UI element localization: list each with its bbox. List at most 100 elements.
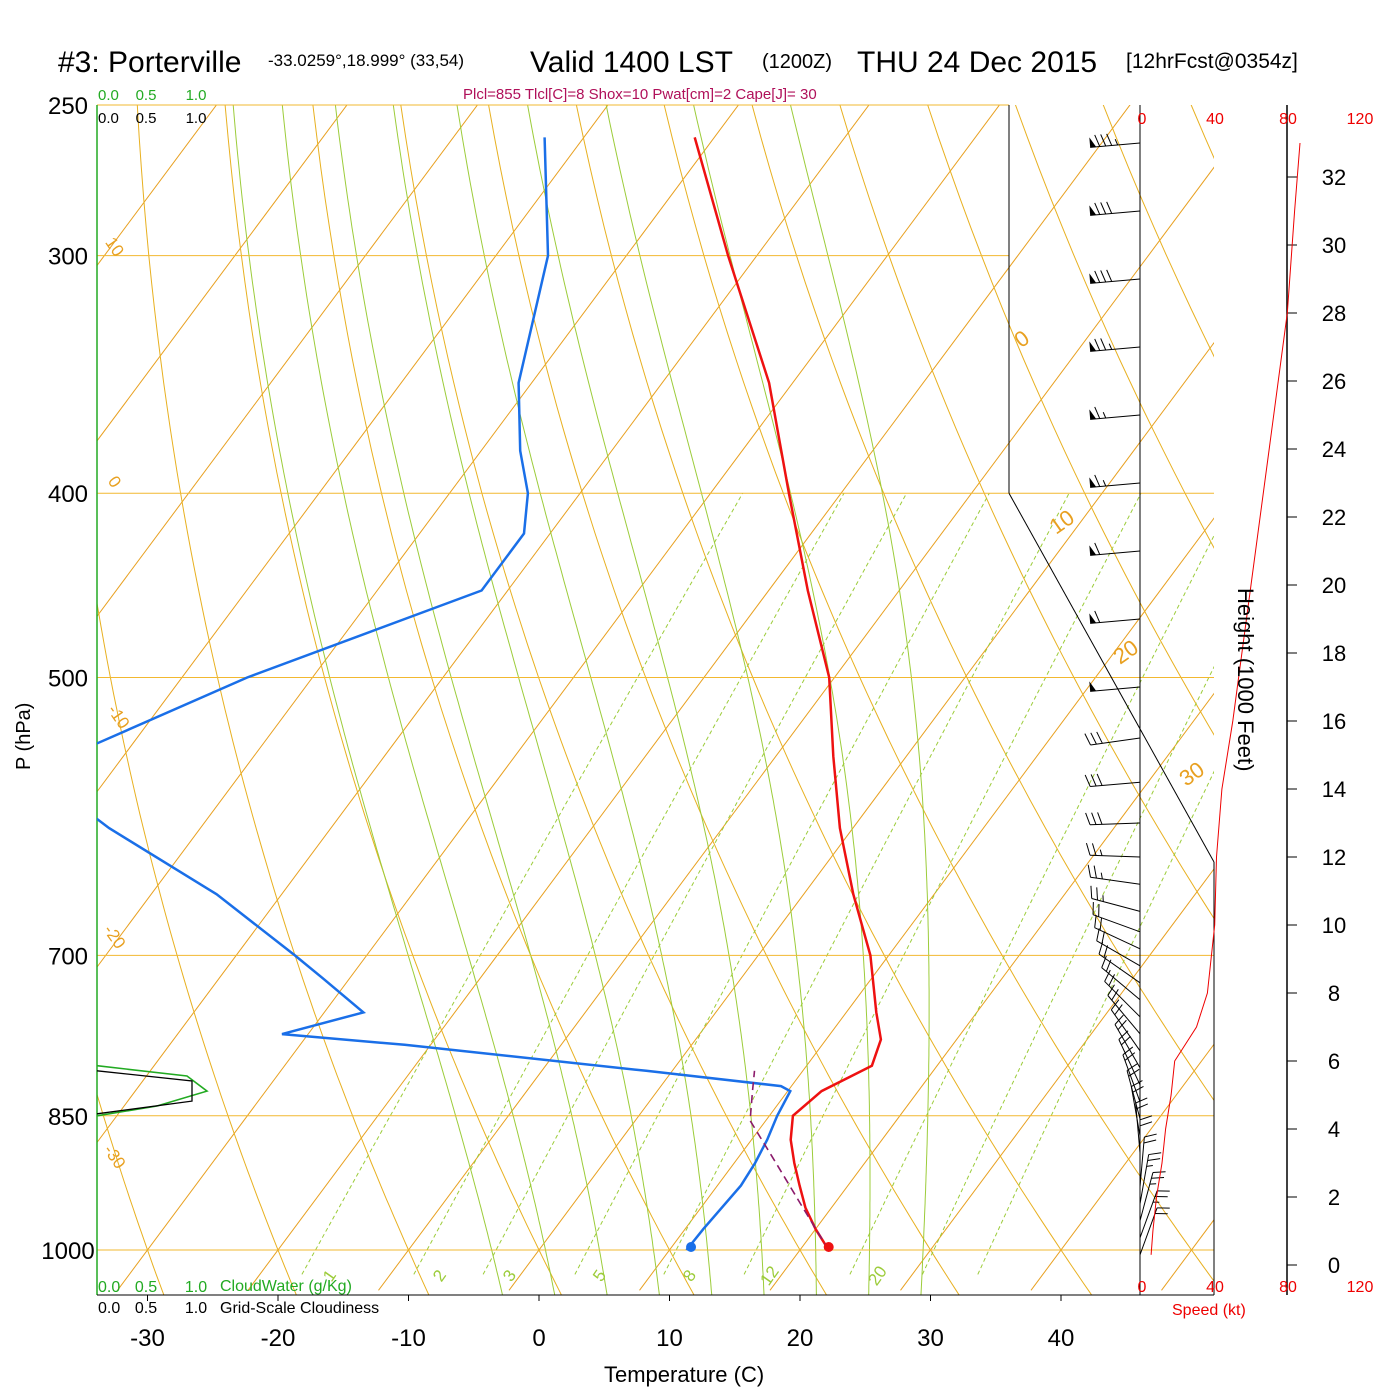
wind-barb-flag (1094, 915, 1097, 928)
surface-temperature-marker (823, 1242, 834, 1252)
wind-barb-flag (1094, 610, 1101, 623)
cloudwater-tick-top: 0.5 (136, 87, 157, 104)
mixing-ratio-line (849, 534, 1214, 1275)
dry-adiabat-line (927, 105, 1214, 736)
pressure-tick-label: 250 (48, 93, 88, 120)
pressure-tick-label: 700 (48, 943, 88, 970)
wind-barb-flag (1126, 1063, 1138, 1071)
speed-axis-title: Speed (kt) (1172, 1302, 1246, 1319)
height-tick-label: 14 (1322, 777, 1346, 802)
wind-barb-flag (1100, 202, 1107, 215)
wind-barb (1139, 1133, 1157, 1187)
mixing-ratio-label: 5 (589, 1266, 610, 1285)
pressure-tick-label: 1000 (41, 1238, 94, 1265)
wind-barb-staff (1091, 897, 1141, 912)
wind-barb-flag (1097, 812, 1103, 825)
wind-barb-flag (1121, 1035, 1131, 1046)
speed-tick-bottom: 80 (1279, 1279, 1297, 1296)
wind-barb-flag (1096, 928, 1100, 941)
wind-barb-flag (1085, 842, 1091, 856)
speed-tick-top: 0 (1138, 111, 1147, 128)
wind-barb-flag (1132, 1086, 1144, 1093)
wind-barb-staff (1098, 953, 1141, 984)
wind-barb-flag (1148, 1152, 1162, 1156)
wind-barb-half-flag (1102, 479, 1107, 487)
wind-barb (1092, 902, 1141, 933)
cloudiness-line (96, 1070, 193, 1115)
speed-tick-bottom: 40 (1206, 1279, 1224, 1296)
height-tick-label: 4 (1328, 1117, 1340, 1142)
height-tick-label: 28 (1322, 301, 1346, 326)
station-title: #3: Porterville (58, 46, 241, 79)
wind-barb-flag (1131, 1080, 1143, 1087)
wind-barb-flag (1139, 1115, 1153, 1121)
wind-barb-flag (1085, 812, 1091, 825)
wind-barb-staff (1101, 967, 1141, 1001)
wind-barb-staff (1090, 142, 1141, 148)
wind-barb-flag (1096, 887, 1098, 901)
mixing-ratio-label: 8 (679, 1266, 700, 1285)
height-tick-label: 30 (1322, 233, 1346, 258)
mixing-ratio-line (663, 492, 1070, 1275)
dry-adiabat-line (1014, 105, 1214, 549)
wind-barb-staff (1092, 914, 1141, 933)
wind-barb-flag (1152, 1171, 1166, 1174)
profile-frame-diagonal (1008, 492, 1215, 863)
wind-barb-half-flag (1108, 343, 1113, 350)
dewpoint-line (97, 137, 792, 1251)
temperature-tick-label: 10 (656, 1325, 683, 1352)
wind-barb-staff (1139, 1172, 1154, 1221)
wind-barb-flag (1143, 1139, 1157, 1144)
sounding-profiles (96, 137, 883, 1252)
wind-barb (1122, 1046, 1141, 1102)
cloudiness-tick-bottom: 0.0 (98, 1300, 120, 1317)
wind-barb-pennant (1089, 137, 1097, 148)
temperature-tick-label: 40 (1048, 1325, 1075, 1352)
wind-barb-flag (1094, 270, 1101, 283)
isotherm-line (900, 868, 1214, 1291)
pressure-tick-label: 850 (48, 1104, 88, 1131)
cloudwater-tick-bottom: 0.5 (135, 1279, 157, 1296)
wind-barb (1139, 1115, 1153, 1170)
wind-barb-staff (1090, 686, 1141, 692)
wind-barb-flag (1151, 1177, 1165, 1179)
mixing-ratio-line (977, 770, 1214, 1275)
isotherm-line (378, 166, 1214, 1291)
temperature-line (693, 137, 883, 1251)
wind-barb-staff (1139, 1190, 1158, 1238)
moist-adiabat-line (392, 105, 660, 1295)
isotherm-line (97, 105, 218, 267)
mixing-ratio-line (574, 492, 990, 1275)
moist-adiabat-line (281, 105, 556, 1295)
wind-barb-flag (1094, 474, 1101, 487)
wind-barb-pennant (1089, 205, 1097, 216)
wind-barb-staff (1110, 1009, 1141, 1052)
wind-barb (1084, 731, 1141, 746)
wind-barb (1114, 1014, 1141, 1069)
mixing-ratio-label: 3 (499, 1266, 520, 1285)
wind-barb-flag (1093, 865, 1097, 879)
height-tick-label: 10 (1322, 913, 1346, 938)
wind-barb (1089, 201, 1141, 216)
wind-barb-flag (1100, 134, 1107, 147)
isotherm-line (508, 341, 1214, 1291)
cloudwater-tick-bottom: 1.0 (185, 1279, 207, 1296)
wind-barb-flag (1114, 1004, 1123, 1016)
mixing-ratio-line (482, 492, 908, 1275)
moist-adiabat-line (527, 105, 765, 1295)
wind-barb-flag (1106, 133, 1113, 146)
cloudwater-legend: CloudWater (g/Kg) (220, 1278, 352, 1295)
grid-clip-group (97, 105, 1214, 1295)
wind-barb-flag (1090, 774, 1097, 787)
wind-barb-staff (1135, 1102, 1141, 1153)
wind-barb (1089, 681, 1141, 692)
wind-barb-pennant (1089, 341, 1097, 352)
utc-time: (1200Z) (762, 51, 832, 73)
side-panels (1084, 105, 1301, 1295)
x-axis-title: Temperature (C) (604, 1362, 764, 1387)
dry-adiabat-line (97, 600, 297, 1295)
wind-barb-flag (1144, 1133, 1157, 1138)
wind-barb-half-flag (1114, 138, 1119, 146)
wind-barb (1104, 969, 1141, 1018)
wind-barb-staff (1139, 1154, 1150, 1204)
